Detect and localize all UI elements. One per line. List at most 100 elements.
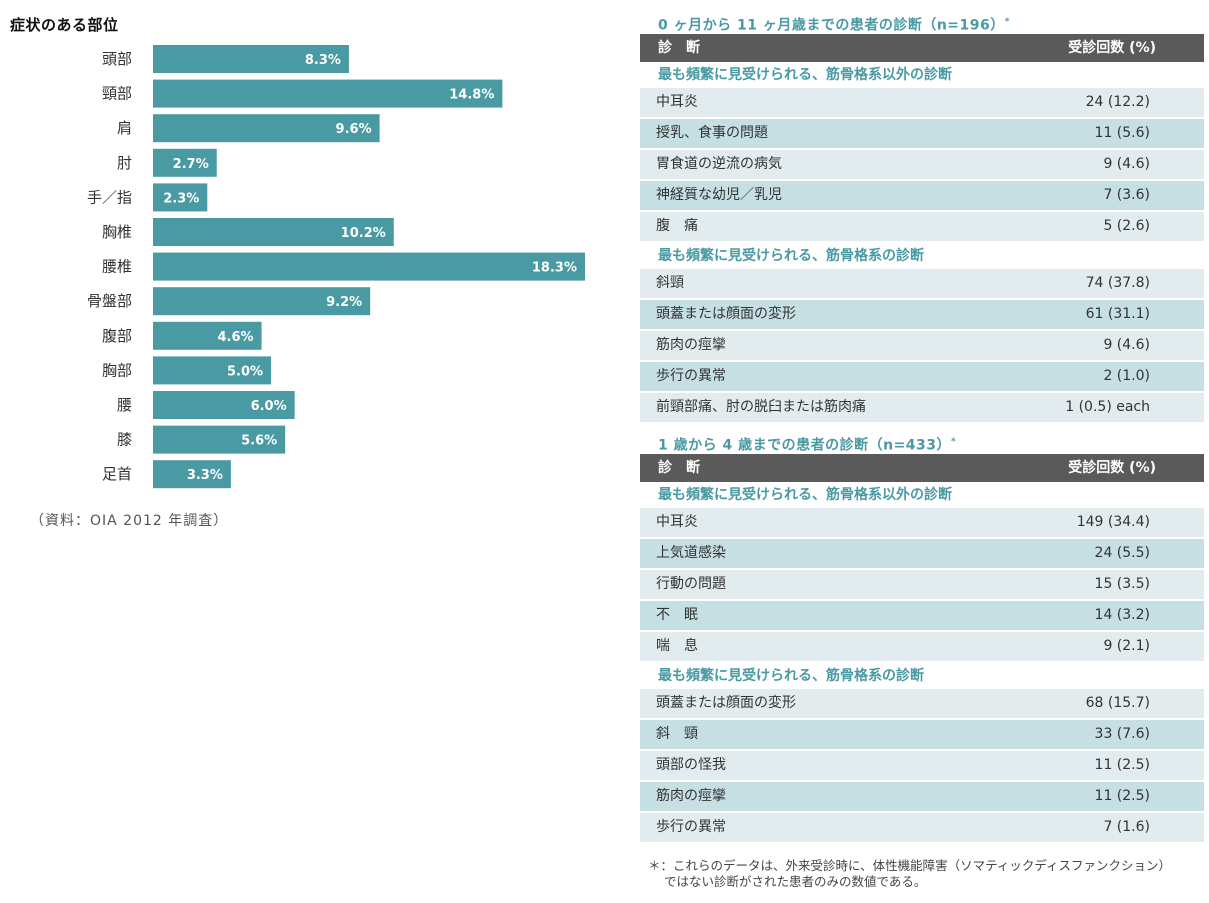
bar bbox=[153, 391, 295, 419]
table1-title: 0 ヶ月から 11 ヶ月歳までの患者の診断（n=196）* bbox=[658, 17, 1010, 34]
visit-count: 11 (2.5) bbox=[1094, 757, 1150, 773]
visit-count: 15 (3.5) bbox=[1094, 576, 1150, 592]
chart-source-note: （資料：OIA 2012 年調査） bbox=[30, 513, 229, 529]
bar-value-label: 5.6% bbox=[241, 434, 277, 449]
visit-count: 61 (31.1) bbox=[1085, 306, 1150, 322]
category-label: 膝 bbox=[117, 431, 132, 449]
bar-value-label: 8.3% bbox=[305, 53, 341, 68]
diagnosis-name: 斜 頸 bbox=[656, 726, 698, 742]
category-label: 骨盤部 bbox=[87, 292, 132, 310]
table-row: 胃食道の逆流の病気 9 (4.6) bbox=[640, 150, 1204, 181]
visit-count: 9 (4.6) bbox=[1103, 156, 1150, 172]
diagnosis-name: 頭蓋または顔面の変形 bbox=[656, 695, 796, 711]
table2-body: 最も頻繁に見受けられる、筋骨格系以外の診断 中耳炎 149 (34.4) 上気道感染 2… bbox=[640, 482, 1204, 844]
table-row: 頭蓋または顔面の変形 68 (15.7) bbox=[640, 689, 1204, 720]
table-row: 筋肉の痙攣 9 (4.6) bbox=[640, 331, 1204, 362]
category-label: 腰椎 bbox=[102, 258, 132, 276]
footnote: ＊：これらのデータは、外来受診時に、体性機能障害（ソマティックディスファンクショ… bbox=[648, 858, 1172, 889]
visit-count: 74 (37.8) bbox=[1085, 275, 1150, 291]
visit-count: 7 (3.6) bbox=[1103, 187, 1150, 203]
visit-count: 9 (2.1) bbox=[1103, 638, 1150, 654]
visit-count: 149 (34.4) bbox=[1076, 514, 1150, 530]
bar-chart: 頭部 8.3% 頸部 14.8% 肩 9.6% 肘 2.7% 手／指 2.3% 胸椎 10.2% 腰椎 1… bbox=[87, 45, 585, 489]
bar bbox=[153, 356, 272, 385]
visit-count: 11 (2.5) bbox=[1094, 788, 1150, 804]
visit-count: 68 (15.7) bbox=[1085, 695, 1150, 711]
table1-header: 診 断 受診回数 (%) bbox=[640, 34, 1204, 62]
bar-value-label: 10.2% bbox=[341, 226, 386, 241]
table-row: 斜頸 74 (37.8) bbox=[640, 269, 1204, 300]
bar-value-label: 9.2% bbox=[326, 295, 362, 310]
visit-count: 1 (0.5) each bbox=[1065, 399, 1150, 415]
category-label: 頭部 bbox=[102, 50, 132, 68]
category-label: 胸部 bbox=[102, 361, 132, 379]
bar bbox=[153, 460, 231, 489]
table-row: 腹 痛 5 (2.6) bbox=[640, 212, 1204, 243]
bar bbox=[153, 183, 208, 212]
diagnosis-name: 胃食道の逆流の病気 bbox=[656, 156, 782, 172]
bar bbox=[153, 252, 585, 281]
category-label: 肩 bbox=[117, 119, 132, 137]
diagnosis-name: 筋肉の痙攣 bbox=[656, 337, 726, 353]
section-label: 最も頻繁に見受けられる、筋骨格系の診断 bbox=[658, 248, 924, 264]
table-row: 頭部の怪我 11 (2.5) bbox=[640, 751, 1204, 782]
section-label: 最も頻繁に見受けられる、筋骨格系の診断 bbox=[658, 668, 924, 684]
diagnosis-name: 歩行の異常 bbox=[656, 368, 726, 384]
table-row: 中耳炎 149 (34.4) bbox=[640, 508, 1204, 539]
category-label: 腰 bbox=[117, 396, 132, 414]
diagnosis-name: 授乳、食事の問題 bbox=[656, 125, 768, 141]
bar bbox=[153, 148, 217, 177]
bar-value-label: 5.0% bbox=[227, 364, 263, 379]
category-label: 肘 bbox=[117, 154, 132, 172]
table1-col-count: 受診回数 (%) bbox=[1068, 40, 1156, 56]
diagnosis-name: 不 眠 bbox=[656, 607, 698, 623]
bar-value-label: 6.0% bbox=[251, 399, 287, 414]
category-label: 腹部 bbox=[102, 327, 132, 345]
category-label: 頸部 bbox=[102, 85, 132, 103]
diagnosis-name: 歩行の異常 bbox=[656, 819, 726, 835]
table-row: 中耳炎 24 (12.2) bbox=[640, 88, 1204, 119]
bar-value-label: 14.8% bbox=[449, 88, 494, 103]
category-label: 足首 bbox=[102, 465, 132, 483]
table-row: 授乳、食事の問題 11 (5.6) bbox=[640, 119, 1204, 150]
diagnosis-name: 頭蓋または顔面の変形 bbox=[656, 306, 796, 322]
visit-count: 7 (1.6) bbox=[1103, 819, 1150, 835]
table2-title: 1 歳から 4 歳までの患者の診断（n=433）* bbox=[658, 437, 957, 454]
diagnosis-name: 行動の問題 bbox=[656, 576, 726, 592]
visit-count: 9 (4.6) bbox=[1103, 337, 1150, 353]
diagnosis-name: 神経質な幼児／乳児 bbox=[656, 187, 782, 203]
bar bbox=[153, 321, 262, 350]
visit-count: 14 (3.2) bbox=[1094, 607, 1150, 623]
table-row: 斜 頸 33 (7.6) bbox=[640, 720, 1204, 751]
diagnosis-name: 斜頸 bbox=[656, 275, 684, 291]
table-row: 頭蓋または顔面の変形 61 (31.1) bbox=[640, 300, 1204, 331]
bar bbox=[153, 425, 286, 454]
table-row: 行動の問題 15 (3.5) bbox=[640, 570, 1204, 601]
diagnosis-tables: 0 ヶ月から 11 ヶ月歳までの患者の診断（n=196）* 診 断 受診回数 (… bbox=[640, 10, 1204, 844]
bar bbox=[153, 45, 349, 73]
bar bbox=[153, 287, 371, 316]
category-label: 胸椎 bbox=[102, 223, 132, 241]
diagnosis-name: 喘 息 bbox=[656, 638, 698, 654]
section-label: 最も頻繁に見受けられる、筋骨格系以外の診断 bbox=[658, 67, 952, 83]
bar-value-label: 4.6% bbox=[218, 330, 254, 345]
table-row: 喘 息 9 (2.1) bbox=[640, 632, 1204, 663]
table2-col-diagnosis: 診 断 bbox=[658, 460, 700, 476]
table2-header: 診 断 受診回数 (%) bbox=[640, 454, 1204, 482]
chart-title: 症状のある部位 bbox=[10, 16, 119, 34]
bar bbox=[153, 114, 380, 143]
bar-value-label: 2.7% bbox=[173, 157, 209, 172]
diagnosis-name: 頭部の怪我 bbox=[656, 757, 726, 773]
diagnosis-name: 前頸部痛、肘の脱臼または筋肉痛 bbox=[656, 399, 866, 415]
table-row: 前頸部痛、肘の脱臼または筋肉痛 1 (0.5) each bbox=[640, 393, 1204, 424]
bar-value-label: 3.3% bbox=[187, 468, 223, 483]
table2-col-count: 受診回数 (%) bbox=[1068, 460, 1156, 476]
bar-value-label: 9.6% bbox=[336, 122, 372, 137]
table1-col-diagnosis: 診 断 bbox=[658, 40, 700, 56]
table-row: 歩行の異常 7 (1.6) bbox=[640, 813, 1204, 844]
table-row: 神経質な幼児／乳児 7 (3.6) bbox=[640, 181, 1204, 212]
visit-count: 11 (5.6) bbox=[1094, 125, 1150, 141]
visit-count: 5 (2.6) bbox=[1103, 218, 1150, 234]
visit-count: 24 (5.5) bbox=[1094, 545, 1150, 561]
category-label: 手／指 bbox=[87, 188, 132, 206]
